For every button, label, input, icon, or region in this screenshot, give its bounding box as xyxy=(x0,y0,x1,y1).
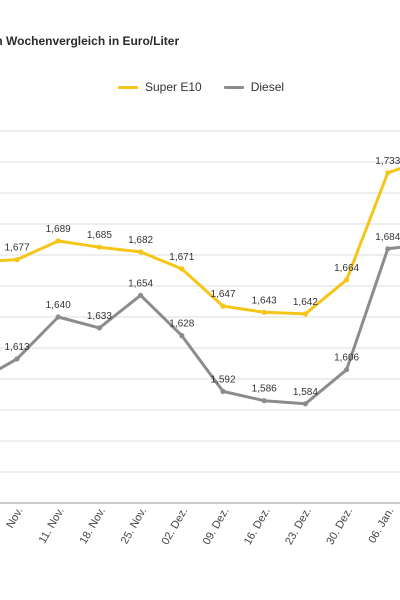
data-label-super-e10: 1,677 xyxy=(4,243,29,254)
legend-label-super-e10: Super E10 xyxy=(145,80,202,94)
data-label-diesel: 1,592 xyxy=(210,374,235,385)
data-point-super-e10 xyxy=(14,257,20,263)
data-label-super-e10: 1,647 xyxy=(210,289,235,300)
legend: Super E10 Diesel xyxy=(118,80,284,94)
data-point-super-e10 xyxy=(220,303,226,309)
data-point-diesel xyxy=(96,325,102,331)
data-label-super-e10: 1,642 xyxy=(293,297,318,308)
data-point-diesel xyxy=(220,388,226,394)
x-tick-label: 02. Dez. xyxy=(160,506,191,547)
data-point-diesel xyxy=(261,398,267,404)
x-tick-label: 09. Dez. xyxy=(201,506,232,547)
legend-item-diesel: Diesel xyxy=(223,80,285,94)
data-label-super-e10: 1,643 xyxy=(252,295,277,306)
data-label-diesel: 1,584 xyxy=(293,387,318,398)
chart-title: m Wochenvergleich in Euro/Liter xyxy=(0,34,180,48)
data-label-diesel: 1,633 xyxy=(87,311,112,322)
x-tick-label: 11. Nov. xyxy=(37,506,67,546)
data-point-super-e10 xyxy=(344,277,350,283)
data-label-diesel: 1,640 xyxy=(46,300,71,311)
data-point-diesel xyxy=(385,246,391,252)
x-tick-label: Nov. xyxy=(4,506,25,531)
data-label-super-e10: 1,685 xyxy=(87,230,112,241)
data-point-diesel xyxy=(14,356,20,362)
data-point-super-e10 xyxy=(138,249,144,255)
data-label-super-e10: 1,671 xyxy=(169,252,194,263)
x-tick-label: 25. Nov. xyxy=(119,506,149,547)
data-label-diesel: 1,654 xyxy=(128,278,153,289)
data-point-super-e10 xyxy=(55,238,61,244)
legend-label-diesel: Diesel xyxy=(250,80,285,94)
series-line-super-e10 xyxy=(0,167,400,316)
data-label-diesel: 1,628 xyxy=(169,319,194,330)
data-point-diesel xyxy=(138,292,144,298)
data-point-super-e10 xyxy=(96,244,102,250)
data-point-diesel xyxy=(55,314,61,320)
data-label-super-e10: 1,689 xyxy=(46,224,71,235)
data-point-diesel xyxy=(179,333,185,339)
x-tick-label: 18. Nov. xyxy=(78,506,108,547)
data-label-super-e10: 1,664 xyxy=(334,263,359,274)
legend-swatch-diesel xyxy=(223,85,244,89)
data-point-super-e10 xyxy=(385,170,391,176)
x-tick-label: 06. Jan. xyxy=(366,506,396,546)
data-point-super-e10 xyxy=(261,309,267,315)
data-label-diesel: 1,586 xyxy=(252,384,277,395)
legend-swatch-super-e10 xyxy=(118,85,138,89)
data-point-diesel xyxy=(344,367,350,373)
legend-item-super-e10: Super E10 xyxy=(118,80,202,94)
x-tick-labels: Nov. 11. Nov. 18. Nov. 25. Nov. 02. Dez. 09. … xyxy=(4,506,396,547)
gridlines xyxy=(0,130,400,504)
x-tick-label: 23. Dez. xyxy=(283,506,314,547)
data-label-diesel: 1,613 xyxy=(4,342,29,353)
data-point-super-e10 xyxy=(302,311,308,317)
data-label-diesel: 1,684 xyxy=(375,232,400,243)
data-label-super-e10: 1,682 xyxy=(128,235,153,246)
x-tick-label: 30. Dez. xyxy=(324,506,355,547)
series-line-diesel xyxy=(0,245,400,406)
data-point-diesel xyxy=(302,401,308,407)
data-label-diesel: 1,606 xyxy=(334,353,359,364)
data-point-super-e10 xyxy=(179,266,185,272)
x-tick-label: 16. Dez. xyxy=(242,506,273,547)
data-label-super-e10: 1,733 xyxy=(375,156,400,167)
